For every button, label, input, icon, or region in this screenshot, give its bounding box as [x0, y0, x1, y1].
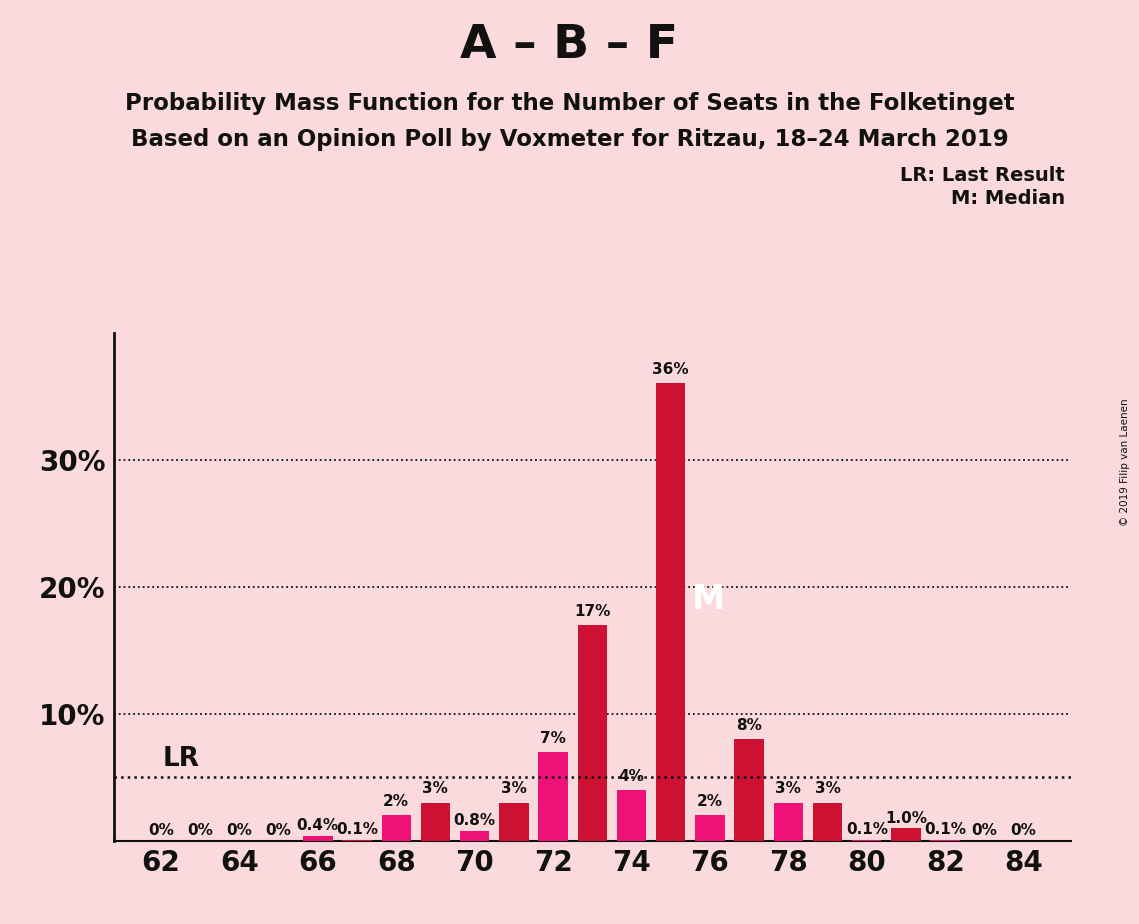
Text: 0.1%: 0.1%: [846, 822, 887, 837]
Text: Based on an Opinion Poll by Voxmeter for Ritzau, 18–24 March 2019: Based on an Opinion Poll by Voxmeter for…: [131, 128, 1008, 151]
Text: 0%: 0%: [1010, 823, 1036, 838]
Bar: [695, 816, 724, 841]
Text: 3%: 3%: [814, 782, 841, 796]
Text: 0%: 0%: [187, 823, 213, 838]
Text: 0%: 0%: [227, 823, 253, 838]
Text: LR: Last Result: LR: Last Result: [900, 166, 1065, 186]
Text: 0%: 0%: [972, 823, 998, 838]
Text: M: M: [693, 583, 726, 616]
Bar: [852, 840, 882, 841]
Text: 0%: 0%: [148, 823, 174, 838]
Bar: [343, 840, 371, 841]
Bar: [773, 803, 803, 841]
Text: 0.4%: 0.4%: [297, 819, 339, 833]
Bar: [656, 383, 686, 841]
Bar: [813, 803, 842, 841]
Text: 7%: 7%: [540, 731, 566, 746]
Bar: [382, 816, 411, 841]
Text: 3%: 3%: [776, 782, 801, 796]
Bar: [735, 739, 764, 841]
Text: Probability Mass Function for the Number of Seats in the Folketinget: Probability Mass Function for the Number…: [124, 92, 1015, 116]
Bar: [499, 803, 528, 841]
Text: 36%: 36%: [653, 362, 689, 377]
Text: 4%: 4%: [618, 769, 645, 784]
Text: 0.1%: 0.1%: [924, 822, 966, 837]
Bar: [539, 752, 567, 841]
Text: 3%: 3%: [501, 782, 527, 796]
Bar: [577, 625, 607, 841]
Bar: [931, 840, 960, 841]
Text: 2%: 2%: [697, 794, 723, 809]
Text: 0%: 0%: [265, 823, 292, 838]
Text: 0.8%: 0.8%: [453, 813, 495, 828]
Bar: [460, 831, 490, 841]
Text: M: Median: M: Median: [951, 189, 1065, 209]
Text: 3%: 3%: [423, 782, 449, 796]
Bar: [617, 790, 646, 841]
Bar: [303, 835, 333, 841]
Text: A – B – F: A – B – F: [460, 23, 679, 68]
Text: 2%: 2%: [383, 794, 409, 809]
Text: LR: LR: [163, 747, 200, 772]
Text: 1.0%: 1.0%: [885, 810, 927, 826]
Bar: [420, 803, 450, 841]
Text: 0.1%: 0.1%: [336, 822, 378, 837]
Text: 8%: 8%: [736, 718, 762, 733]
Text: © 2019 Filip van Laenen: © 2019 Filip van Laenen: [1120, 398, 1130, 526]
Bar: [891, 828, 920, 841]
Text: 17%: 17%: [574, 603, 611, 618]
